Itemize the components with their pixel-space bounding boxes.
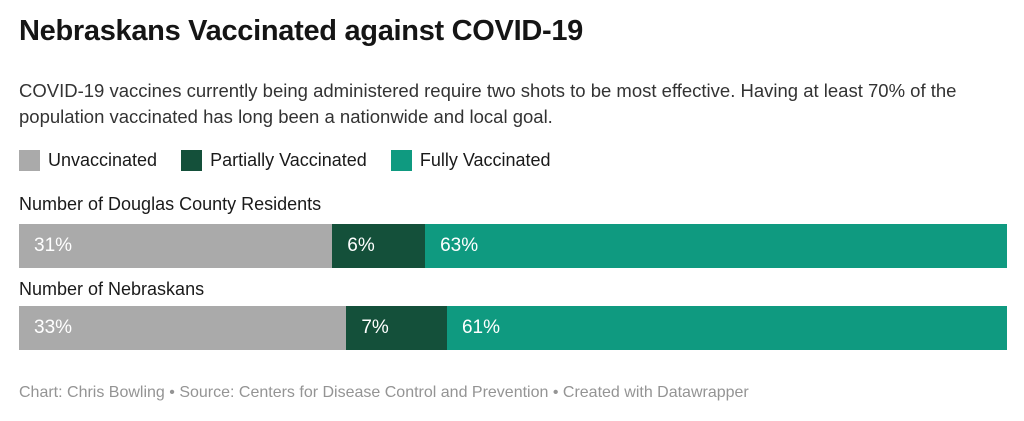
bar-segment-value-label: 61% bbox=[461, 317, 500, 338]
bar-row-label-nebraskans: Number of Nebraskans bbox=[19, 279, 205, 299]
chart-title: Nebraskans Vaccinated against COVID-19 bbox=[19, 15, 584, 47]
legend-swatch-unvaccinated bbox=[19, 150, 40, 171]
legend-item-fully-vaccinated: Fully Vaccinated bbox=[390, 150, 551, 171]
legend-label-unvaccinated: Unvaccinated bbox=[48, 150, 158, 170]
legend: Unvaccinated Partially Vaccinated Fully … bbox=[19, 150, 1007, 171]
legend-swatch-partially-vaccinated bbox=[181, 150, 203, 171]
bar-segment-value-label: 6% bbox=[347, 235, 375, 256]
bar-segment-partially-vaccinated: 6% bbox=[332, 224, 426, 268]
footer-byline: Chart: Chris Bowling • Source: Centers f… bbox=[19, 384, 749, 401]
chart-description: COVID-19 vaccines currently being admini… bbox=[19, 80, 957, 127]
bar-segment-unvaccinated: 33% bbox=[19, 306, 347, 350]
bar-segment-value-label: 7% bbox=[361, 317, 389, 338]
legend-swatch-fully-vaccinated bbox=[390, 150, 412, 171]
stacked-bar-nebraskans: 33% 7% 61% bbox=[19, 306, 1007, 350]
bar-segment-value-label: 31% bbox=[34, 235, 73, 256]
legend-item-unvaccinated: Unvaccinated bbox=[19, 150, 157, 171]
legend-label-partially-vaccinated: Partially Vaccinated bbox=[210, 150, 367, 170]
bar-segment-unvaccinated: 31% bbox=[19, 224, 333, 268]
legend-label-fully-vaccinated: Fully Vaccinated bbox=[419, 150, 551, 170]
bar-segment-value-label: 63% bbox=[440, 235, 479, 256]
bar-row-label-douglas-county: Number of Douglas County Residents bbox=[19, 194, 322, 214]
bar-segment-fully-vaccinated: 61% bbox=[446, 306, 1007, 350]
chart-body: Number of Douglas County Residents 31% 6… bbox=[19, 193, 1007, 350]
bar-segment-partially-vaccinated: 7% bbox=[346, 306, 447, 350]
stacked-bar-douglas-county: 31% 6% 63% bbox=[19, 224, 1007, 268]
bar-segment-fully-vaccinated: 63% bbox=[425, 224, 1007, 268]
bar-segment-value-label: 33% bbox=[34, 317, 73, 338]
legend-item-partially-vaccinated: Partially Vaccinated bbox=[181, 150, 367, 171]
